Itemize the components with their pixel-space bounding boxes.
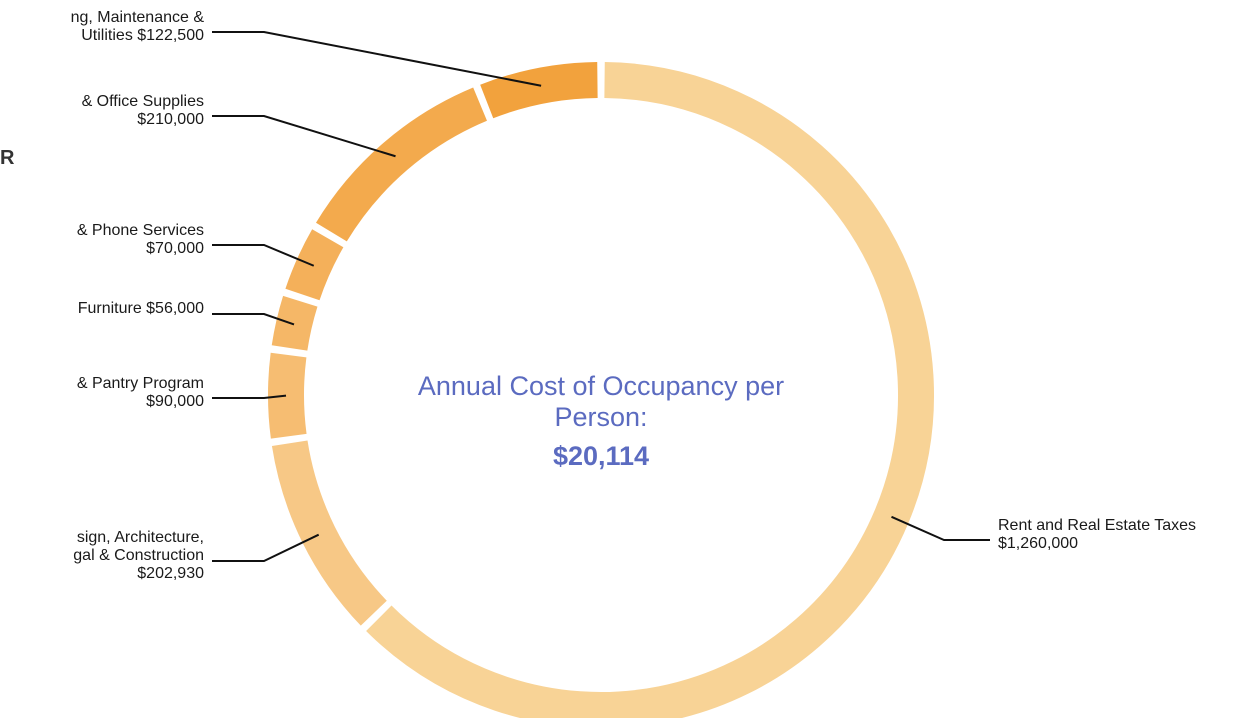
edge-glyph: R <box>0 147 15 169</box>
slice-label-5-line-2: $70,000 <box>146 240 204 257</box>
slice-label-7-line-2: Utilities $122,500 <box>81 27 204 44</box>
leader-line-4 <box>212 313 295 326</box>
slice-label-6-line-1: & Office Supplies <box>82 93 204 110</box>
slice-label-2-line-1: sign, Architecture, <box>77 529 204 546</box>
donut-slice-5 <box>285 229 344 301</box>
leader-line-5 <box>212 244 315 267</box>
center-value: $20,114 <box>553 441 649 471</box>
leader-line-6 <box>212 115 396 158</box>
donut-slice-4 <box>271 295 318 351</box>
donut-slice-2 <box>271 440 387 626</box>
slice-label-5-line-1: & Phone Services <box>77 222 204 239</box>
donut-slice-7 <box>480 62 598 119</box>
slice-label-2-line-2: gal & Construction <box>73 547 204 564</box>
slice-label-6: & Office Supplies $210,000 <box>82 93 205 128</box>
slice-label-4-line-1: Furniture $56,000 <box>78 300 204 317</box>
slice-label-3-line-1: & Pantry Program <box>77 375 204 392</box>
donut-slice-6 <box>315 87 488 242</box>
donut-slice-3 <box>268 352 307 439</box>
center-title-line2: Person: <box>554 402 647 432</box>
slice-label-7: ng, Maintenance & Utilities $122,500 <box>71 9 205 44</box>
slice-label-2-line-3: $202,930 <box>137 565 204 582</box>
slice-label-5: & Phone Services $70,000 <box>77 222 204 257</box>
leader-line-3 <box>212 394 287 399</box>
slice-label-1-line-2: $1,260,000 <box>998 535 1078 552</box>
slice-label-4: Furniture $56,000 <box>78 300 204 317</box>
slice-label-3-line-2: $90,000 <box>146 393 204 410</box>
leaders-layer <box>212 31 990 562</box>
slice-label-1-line-1: Rent and Real Estate Taxes <box>998 517 1196 534</box>
leader-line-7 <box>212 31 542 87</box>
labels-layer: Rent and Real Estate Taxes $1,260,000 sign… <box>71 9 1196 582</box>
leader-line-1 <box>891 515 990 541</box>
slice-label-3: & Pantry Program $90,000 <box>77 375 204 410</box>
slice-label-7-line-1: ng, Maintenance & <box>71 9 205 26</box>
slice-label-2: sign, Architecture, gal & Construction $20… <box>73 529 204 582</box>
slice-label-1: Rent and Real Estate Taxes $1,260,000 <box>998 517 1196 552</box>
center-title-line1: Annual Cost of Occupancy per <box>418 371 784 401</box>
leader-line-2 <box>212 533 320 562</box>
slice-label-6-line-2: $210,000 <box>137 111 204 128</box>
